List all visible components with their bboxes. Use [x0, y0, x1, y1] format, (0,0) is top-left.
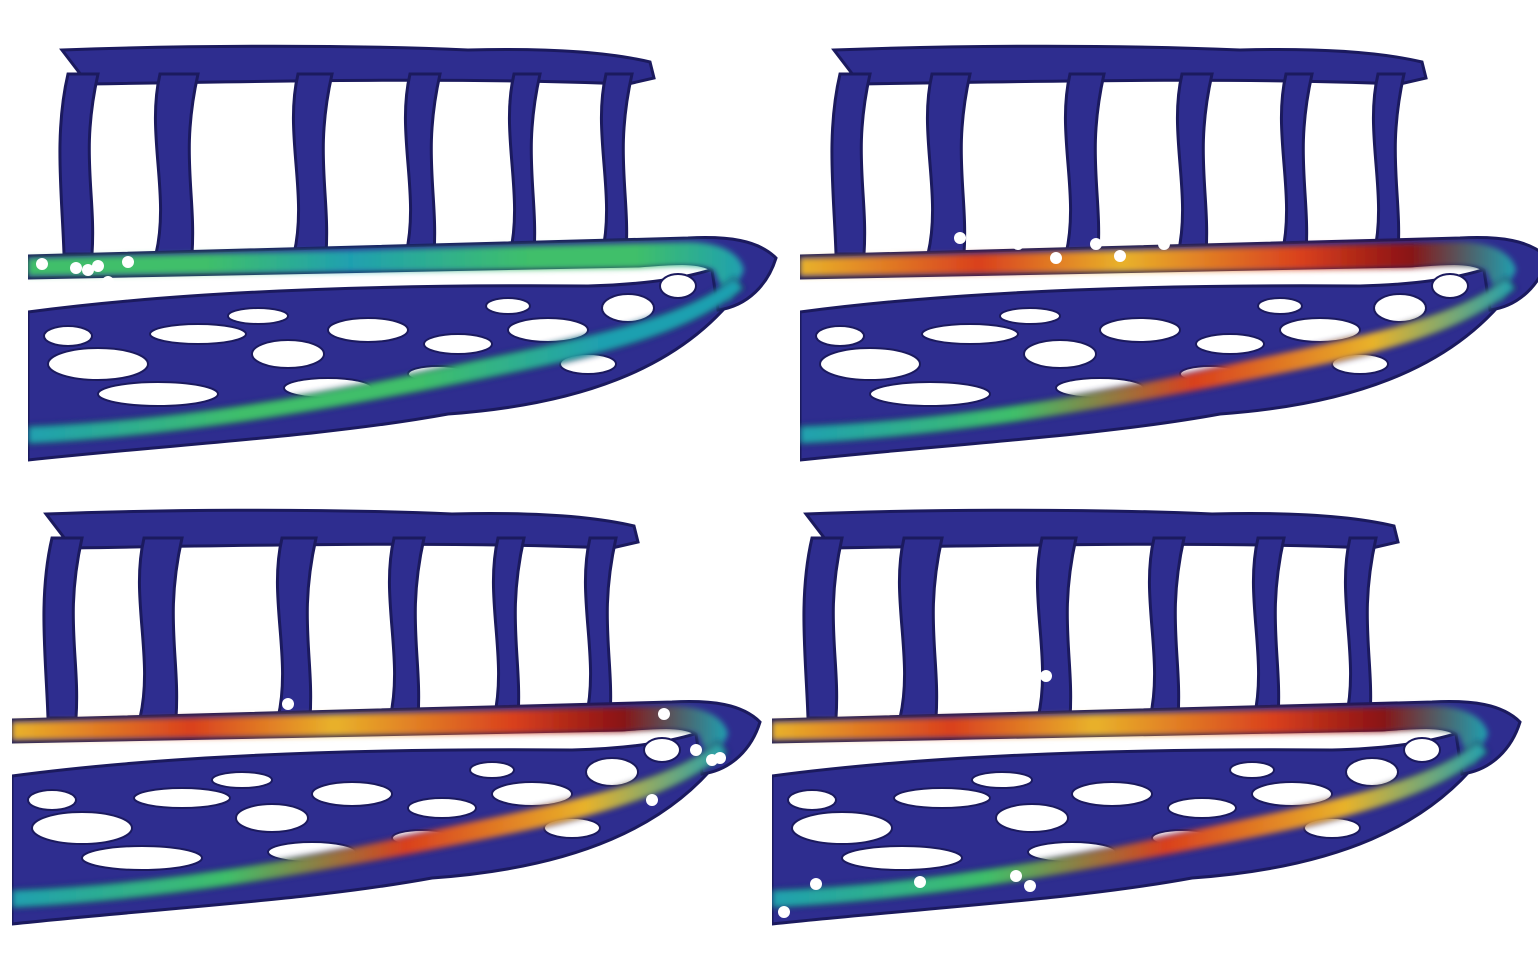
diagonal-load-band — [800, 276, 1518, 446]
hole-marker — [658, 708, 670, 720]
hole-marker — [122, 256, 134, 268]
stress-field-plot — [12, 508, 762, 926]
diagonal-load-band — [772, 740, 1490, 910]
hole-marker — [70, 262, 82, 274]
upper-frame — [42, 508, 640, 720]
hole-marker — [690, 744, 702, 756]
hole-marker — [714, 752, 726, 764]
hole-marker — [810, 878, 822, 890]
panel-top-left — [28, 44, 788, 504]
panel-bottom-right — [772, 508, 1532, 968]
hole-marker — [1010, 870, 1022, 882]
hole-marker — [1024, 880, 1036, 892]
holes — [282, 698, 726, 806]
panel-bottom-left — [12, 508, 772, 968]
upper-frame — [830, 44, 1428, 256]
main-load-band — [772, 700, 1522, 776]
main-load-band — [12, 700, 762, 776]
panel-top-right — [800, 44, 1538, 504]
diagonal-load-band — [12, 740, 730, 910]
hole-marker — [646, 794, 658, 806]
hole-marker — [1158, 238, 1170, 250]
lower-lattice — [800, 251, 1522, 462]
diagonal-load-band — [28, 276, 746, 446]
hole-marker — [1114, 250, 1126, 262]
stress-field-plot — [800, 44, 1538, 462]
lower-lattice — [12, 715, 734, 926]
stress-field-plot — [772, 508, 1522, 926]
main-load-band — [800, 236, 1538, 312]
hole-marker — [1040, 670, 1052, 682]
upper-frame — [58, 44, 656, 256]
hole-marker — [954, 232, 966, 244]
hole-marker — [62, 284, 74, 296]
topology-optimization-figure — [12, 44, 1538, 926]
holes — [36, 256, 134, 296]
hole-marker — [282, 698, 294, 710]
hole-marker — [778, 906, 790, 918]
hole-marker — [36, 258, 48, 270]
holes — [954, 232, 1170, 264]
hole-marker — [82, 264, 94, 276]
hole-marker — [102, 276, 114, 288]
hole-marker — [1050, 252, 1062, 264]
hole-marker — [1090, 238, 1102, 250]
stress-field-plot — [28, 44, 778, 462]
main-load-band — [28, 236, 778, 312]
lower-lattice — [28, 251, 750, 462]
holes — [778, 670, 1052, 918]
hole-marker — [914, 876, 926, 888]
hole-marker — [1012, 238, 1024, 250]
upper-frame — [802, 508, 1400, 720]
hole-marker — [92, 260, 104, 272]
